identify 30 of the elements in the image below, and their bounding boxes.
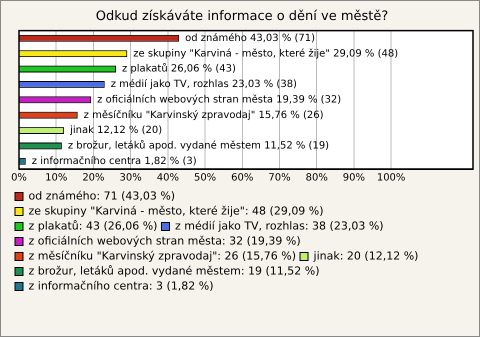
data-label: z brožur, letáků apod. vydané městem 11,52 % (19) xyxy=(68,140,330,152)
legend-label: z oficiálních webových stran města: 32 (19,39 %) xyxy=(28,234,301,248)
x-tick-label: 70% xyxy=(268,172,291,184)
legend-label: z brožur, letáků apod. vydané městem: 19 (11,52 %) xyxy=(28,264,320,278)
chart-title: Odkud získáváte informace o dění ve městě? xyxy=(96,9,388,24)
data-label: z měsíčníku "Karvinský zpravodaj" 15,76 % (26) xyxy=(84,110,324,121)
x-tick-label: 100% xyxy=(376,172,406,184)
data-label: z informačního centra 1,82 % (3) xyxy=(32,156,197,167)
x-tick-label: 90% xyxy=(342,172,366,184)
data-label: jinak 12,12 % (20) xyxy=(69,125,162,136)
legend-label: jinak: 20 (12,12 %) xyxy=(312,249,418,262)
x-tick-label: 0% xyxy=(11,172,27,184)
x-tick-label: 50% xyxy=(194,172,216,184)
legend-label: z informačního centra: 3 (1,82 %) xyxy=(28,279,214,292)
data-label: ze skupiny "Karviná - město, které žije" 29,09 % (48) xyxy=(133,48,398,60)
data-label: od známého 43,03 % (71) xyxy=(185,32,316,44)
x-tick-label: 60% xyxy=(231,172,254,184)
legend-label: z měsíčníku "Karvinský zpravodaj": 26 (15,76 %) xyxy=(28,249,296,262)
x-tick-label: 30% xyxy=(120,172,142,184)
legend-label: ze skupiny "Karviná - město, které žije": 48 (29,09 %) xyxy=(28,204,324,218)
x-tick-label: 80% xyxy=(306,172,328,184)
data-label: z plakatů 26,06 % (43) xyxy=(122,62,236,75)
legend-label: z plakatů: 43 (26,06 %) xyxy=(28,219,158,232)
x-tick-label: 10% xyxy=(45,172,68,184)
data-label: z oficiálních webových stran města 19,39 % (32) xyxy=(97,94,342,106)
legend-label: od známého: 71 (43,03 %) xyxy=(28,189,176,202)
data-label: z médií jako TV, rozhlas 23,03 % (38) xyxy=(110,79,298,90)
legend-label: z médií jako TV, rozhlas: 38 (23,03 %) xyxy=(174,219,384,232)
x-tick-label: 40% xyxy=(156,172,179,184)
x-tick-label: 20% xyxy=(82,172,105,184)
